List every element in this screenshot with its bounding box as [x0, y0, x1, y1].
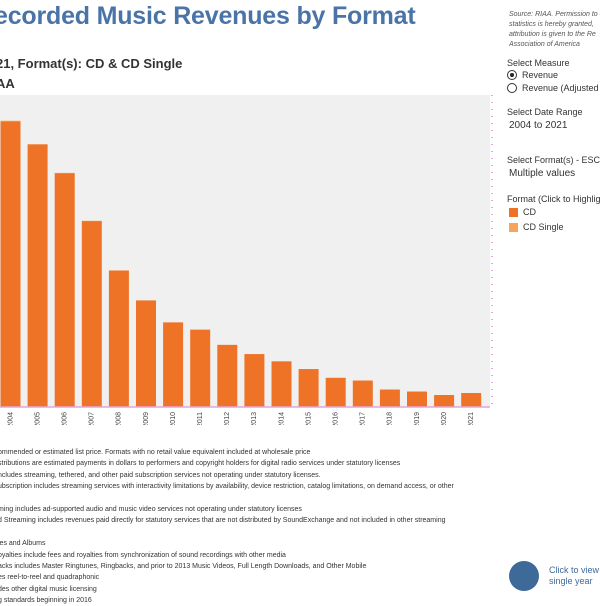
pie-chart-icon[interactable]	[509, 561, 539, 591]
bar-chart[interactable]: 2004 2005 2006 2007 2008 2009 2010 2011 2012 2013…	[0, 95, 495, 425]
measure-title: Select Measure	[507, 58, 570, 68]
bar-cd-2020	[434, 395, 454, 407]
x-tick-label: 2010	[170, 412, 177, 425]
x-tick-label: 2017	[360, 412, 367, 425]
footnote-line: d Streaming includes revenues paid direc…	[0, 515, 498, 526]
source-line: statistics is hereby granted,	[509, 20, 600, 30]
x-tick-label: 2012	[224, 412, 231, 425]
bar-cd-2011	[190, 330, 210, 407]
click-to-view-link[interactable]: Click to view single year	[549, 565, 599, 587]
x-tick-label: 2014	[278, 412, 285, 425]
date-range-value[interactable]: 2004 to 2021	[509, 120, 567, 131]
source-line: attribution is given to the Re	[509, 30, 600, 40]
click-line: single year	[549, 576, 599, 587]
footnotes: ommended or estimated list price. Format…	[0, 447, 498, 606]
legend-title: Format (Click to Highlight	[507, 194, 600, 204]
bar-cd-2014	[272, 361, 292, 407]
x-tick-label: 2016	[333, 412, 340, 425]
bar-cd-2009	[136, 300, 156, 407]
x-tick-label: 2006	[62, 412, 69, 425]
source-line: Association of America	[509, 40, 600, 50]
footnote-line: des other digital music licensing	[0, 584, 498, 595]
bar-cd-2006	[55, 173, 75, 407]
measure-option-adjusted[interactable]: Revenue (Adjusted f	[507, 83, 600, 93]
x-tick-label: 2013	[251, 412, 258, 425]
chart-subtitle: 21, Format(s): CD & CD Single	[0, 56, 182, 71]
source-note: Source: RIAA. Permission to c statistics…	[509, 10, 600, 50]
x-tick-label: 2005	[34, 412, 41, 425]
legend-item-cd-single[interactable]: CD Single	[509, 222, 564, 232]
bar-cd-2015	[299, 369, 319, 407]
bar-cd-2013	[244, 354, 264, 407]
x-tick-label: 2004	[7, 412, 14, 425]
footnote-line: oyalties include fees and royalties from…	[0, 550, 498, 561]
bar-cd-2018	[380, 390, 400, 407]
footnote-line: les and Albums	[0, 538, 498, 549]
bar-cd-2005	[28, 144, 48, 407]
chart-source-subtitle: AA	[0, 76, 15, 91]
legend-swatch	[509, 208, 518, 217]
date-range-title: Select Date Range	[507, 107, 583, 117]
legend-swatch	[509, 223, 518, 232]
footnote-line: g standards beginning in 2016	[0, 595, 498, 606]
measure-option-revenue[interactable]: Revenue	[507, 70, 558, 80]
footnote-line: es reel-to-reel and quadraphonic	[0, 572, 498, 583]
bar-cd-2007	[82, 221, 102, 407]
x-tick-label: 2015	[305, 412, 312, 425]
footnote-line: ubscription includes streaming services …	[0, 481, 498, 492]
measure-option-label: Revenue	[522, 70, 558, 80]
x-tick-label: 2007	[89, 412, 96, 425]
radio-selected-icon	[507, 70, 517, 80]
format-select-title: Select Format(s) - ESC to	[507, 155, 600, 165]
x-tick-label: 2009	[143, 412, 150, 425]
legend-item-cd[interactable]: CD	[509, 207, 536, 217]
measure-option-label: Revenue (Adjusted f	[522, 83, 600, 93]
bar-cd-2016	[326, 378, 346, 407]
bar-cd-2008	[109, 270, 129, 407]
footnote-line	[0, 493, 498, 504]
bar-cd-2004	[1, 121, 21, 407]
legend-label: CD	[523, 207, 536, 217]
x-tick-label: 2020	[441, 412, 448, 425]
format-select-value[interactable]: Multiple values	[509, 168, 575, 179]
bar-cd-2010	[163, 322, 183, 407]
x-tick-label: 2011	[197, 412, 204, 425]
click-line: Click to view	[549, 565, 599, 576]
footnote-line: ming includes ad-supported audio and mus…	[0, 504, 498, 515]
footnote-line: acks includes Master Ringtunes, Ringback…	[0, 561, 498, 572]
chart-title: ecorded Music Revenues by Format	[0, 2, 416, 31]
footnote-line: stributions are estimated payments in do…	[0, 458, 498, 469]
x-tick-label: 2021	[468, 412, 475, 425]
footnote-line	[0, 527, 498, 538]
bar-cd-2012	[217, 345, 237, 407]
footnote-line: ommended or estimated list price. Format…	[0, 447, 498, 458]
x-tick-label: 2018	[387, 412, 394, 425]
x-tick-label: 2019	[414, 412, 421, 425]
legend-label: CD Single	[523, 222, 564, 232]
bar-cd-2021	[461, 393, 481, 407]
x-tick-label: 2008	[116, 412, 123, 425]
footnote-line: ncludes streaming, tethered, and other p…	[0, 470, 498, 481]
radio-unselected-icon	[507, 83, 517, 93]
bar-cd-2017	[353, 381, 373, 407]
source-line: Source: RIAA. Permission to c	[509, 10, 600, 20]
bar-cd-2019	[407, 392, 427, 407]
